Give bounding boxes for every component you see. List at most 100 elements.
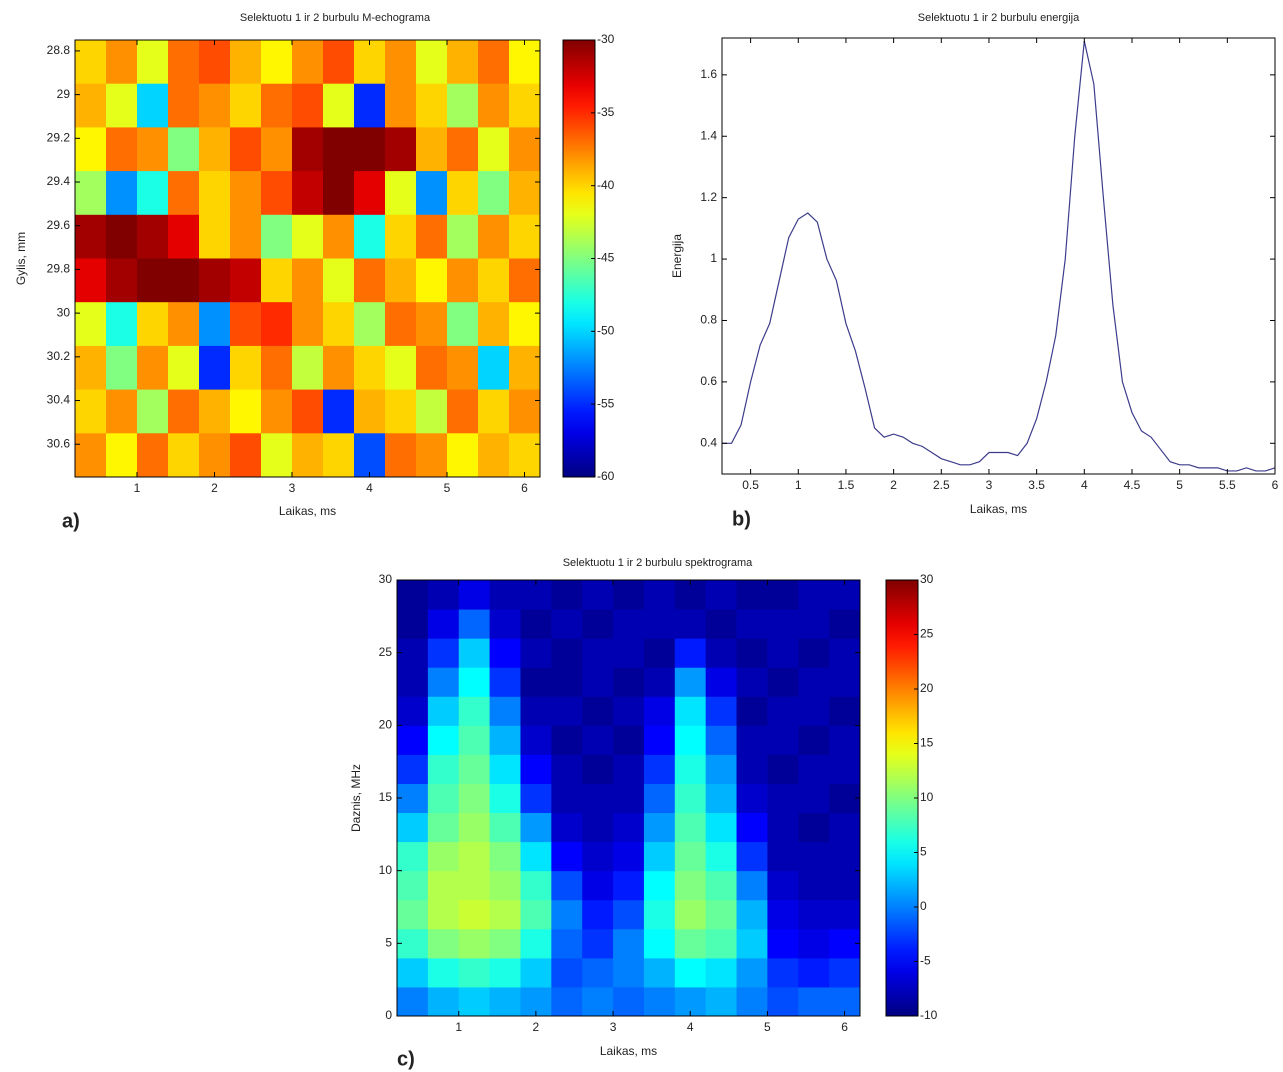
heatmap-cell: [354, 214, 386, 259]
heatmap-cell: [292, 433, 324, 478]
heatmap-cell: [75, 389, 107, 434]
heatmap-cell: [137, 345, 169, 391]
heatmap-cell: [458, 754, 491, 784]
heatmap-cell: [489, 957, 521, 988]
heatmap-cell: [427, 957, 460, 988]
heatmap-cell: [798, 870, 830, 901]
y-axis-label: Daznis, MHz: [349, 764, 363, 832]
heatmap-cell: [767, 638, 799, 668]
heatmap-cell: [427, 783, 460, 814]
heatmap-cell: [705, 928, 738, 959]
heatmap-cell: [75, 258, 107, 303]
heatmap-cell: [323, 214, 355, 259]
heatmap-cell: [643, 841, 676, 872]
heatmap-cell: [582, 638, 614, 668]
heatmap-cell: [613, 609, 645, 639]
heatmap-cell: [385, 389, 417, 434]
x-axis-label: Laikas, ms: [970, 502, 1027, 516]
heatmap-cell: [551, 754, 583, 784]
x-axis-label: Laikas, ms: [600, 1044, 657, 1058]
heatmap-cell: [458, 696, 491, 726]
x-tick-label: 6: [1272, 478, 1279, 492]
heatmap-cell: [397, 696, 429, 726]
heatmap-cell: [551, 667, 583, 697]
heatmap-cell: [798, 957, 830, 988]
heatmap-cell: [397, 899, 429, 930]
heatmap-cell: [385, 258, 417, 303]
heatmap-cell: [137, 83, 169, 128]
heatmap-cell: [767, 580, 799, 610]
x-tick-label: 4: [687, 1020, 694, 1034]
y-tick-label: 30: [379, 572, 393, 586]
heatmap-cell: [458, 899, 491, 930]
heatmap-cell: [230, 345, 262, 391]
heatmap-cell: [613, 638, 645, 668]
heatmap-cell: [478, 40, 510, 85]
colorbar-tick-label: -5: [920, 954, 931, 968]
heatmap-cell: [736, 667, 768, 697]
heatmap-cell: [582, 609, 614, 639]
heatmap-cell: [736, 986, 768, 1017]
colorbar-tick-label: 15: [920, 736, 934, 750]
heatmap-cell: [447, 433, 479, 478]
y-tick-label: 1.2: [700, 190, 717, 204]
colorbar-tick-label: 10: [920, 790, 934, 804]
heatmap-cell: [489, 754, 521, 784]
heatmap-cell: [551, 638, 583, 668]
heatmap-cell: [75, 302, 107, 347]
heatmap-cell: [478, 433, 510, 478]
chart-title: Selektuotu 1 ir 2 burbulu M-echograma: [240, 12, 431, 24]
heatmap-cell: [767, 783, 799, 814]
heatmap-cell: [551, 841, 583, 872]
colorbar-tick-label: 5: [920, 845, 927, 859]
heatmap-cell: [551, 986, 583, 1017]
x-tick-label: 5: [764, 1020, 771, 1034]
heatmap-cell: [168, 433, 200, 478]
heatmap-cell: [829, 812, 861, 843]
heatmap-cell: [230, 389, 262, 434]
heatmap-cell: [509, 214, 541, 259]
heatmap-cell: [520, 841, 552, 872]
heatmap-cell: [509, 40, 541, 85]
heatmap-cell: [798, 841, 830, 872]
heatmap-cell: [509, 83, 541, 128]
heatmap-cell: [520, 957, 552, 988]
heatmap-cell: [168, 127, 200, 172]
heatmap-cell: [705, 870, 738, 901]
heatmap-cell: [385, 83, 417, 128]
heatmap-cell: [736, 754, 768, 784]
y-axis-label: Gylis, mm: [14, 232, 28, 285]
heatmap-cell: [261, 345, 293, 391]
heatmap-cell: [323, 345, 355, 391]
heatmap-cell: [509, 258, 541, 303]
heatmap-cell: [643, 899, 676, 930]
heatmap-cell: [798, 580, 830, 610]
heatmap-cell: [137, 433, 169, 478]
y-tick-label: 10: [379, 863, 393, 877]
heatmap-cell: [354, 40, 386, 85]
heatmap-cell: [767, 667, 799, 697]
chart-title: Selektuotu 1 ir 2 burbulu spektrograma: [563, 557, 753, 569]
heatmap-cell: [397, 841, 429, 872]
heatmap-cell: [137, 258, 169, 303]
x-tick-label: 3: [289, 481, 296, 495]
x-tick-label: 6: [521, 481, 528, 495]
heatmap-cell: [458, 986, 491, 1017]
heatmap-cell: [705, 580, 738, 610]
heatmap-cell: [261, 433, 293, 478]
heatmap-cell: [582, 812, 614, 843]
heatmap-cell: [168, 389, 200, 434]
heatmap-cell: [447, 389, 479, 434]
heatmap-cell: [674, 957, 707, 988]
colorbar-tick-label: 30: [920, 572, 934, 586]
heatmap-cell: [798, 812, 830, 843]
heatmap-cell: [199, 171, 231, 216]
heatmap-cell: [230, 258, 262, 303]
heatmap-cell: [798, 609, 830, 639]
heatmap-cell: [643, 638, 676, 668]
x-tick-label: 4: [1081, 478, 1088, 492]
heatmap-cell: [705, 899, 738, 930]
heatmap-cell: [829, 899, 861, 930]
x-tick-label: 2.5: [933, 478, 950, 492]
heatmap-cell: [168, 258, 200, 303]
